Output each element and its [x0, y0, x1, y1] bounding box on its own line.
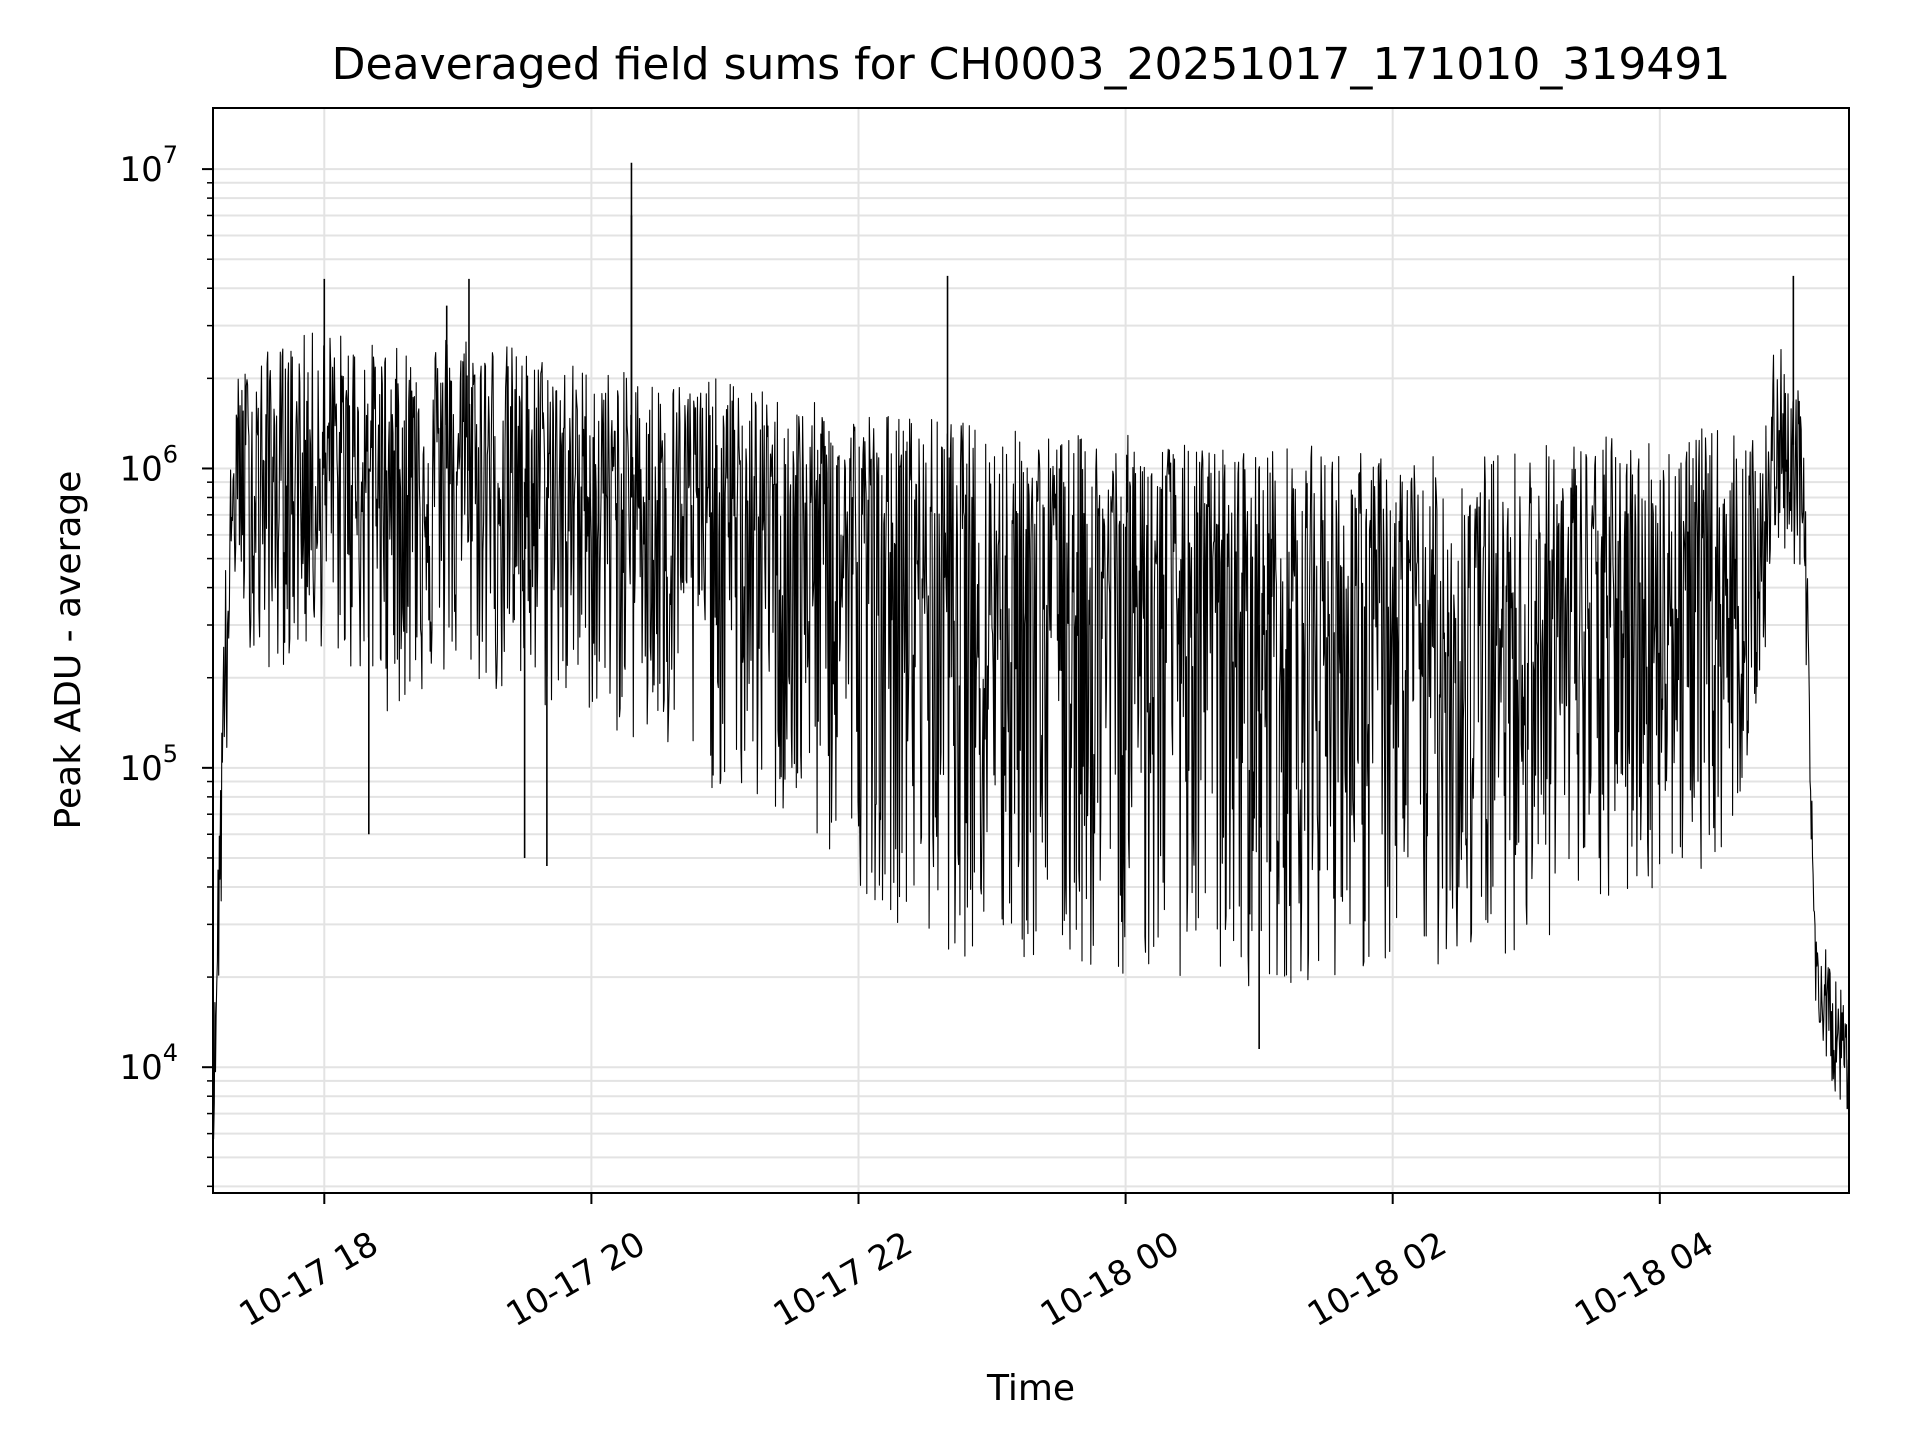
plot-frame: [212, 107, 1850, 1194]
y-axis: 104 105 106 107: [119, 141, 213, 1188]
y-tick-label: 106: [119, 440, 178, 489]
y-tick-label: 105: [119, 740, 178, 789]
series-layer: [212, 162, 1850, 1140]
data-line: [212, 332, 1850, 1140]
x-axis-label: Time: [986, 1368, 1075, 1409]
x-axis: 10-17 18 10-17 20 10-17 22 10-18 00 10-18 02…: [233, 1193, 1720, 1335]
x-tick-label: 10-18 00: [1034, 1224, 1186, 1335]
x-tick-label: 10-18 02: [1301, 1224, 1453, 1335]
x-tick-label: 10-17 18: [233, 1224, 385, 1335]
x-tick-label: 10-17 20: [500, 1224, 652, 1335]
y-tick-label: 104: [119, 1039, 178, 1088]
y-tick-label: 107: [119, 141, 178, 190]
x-tick-label: 10-18 04: [1568, 1224, 1720, 1335]
y-axis-label: Peak ADU - average: [48, 471, 89, 830]
x-tick-label: 10-17 22: [767, 1224, 919, 1335]
chart-title: Deaveraged field sums for CH0003_2025101…: [332, 39, 1731, 90]
